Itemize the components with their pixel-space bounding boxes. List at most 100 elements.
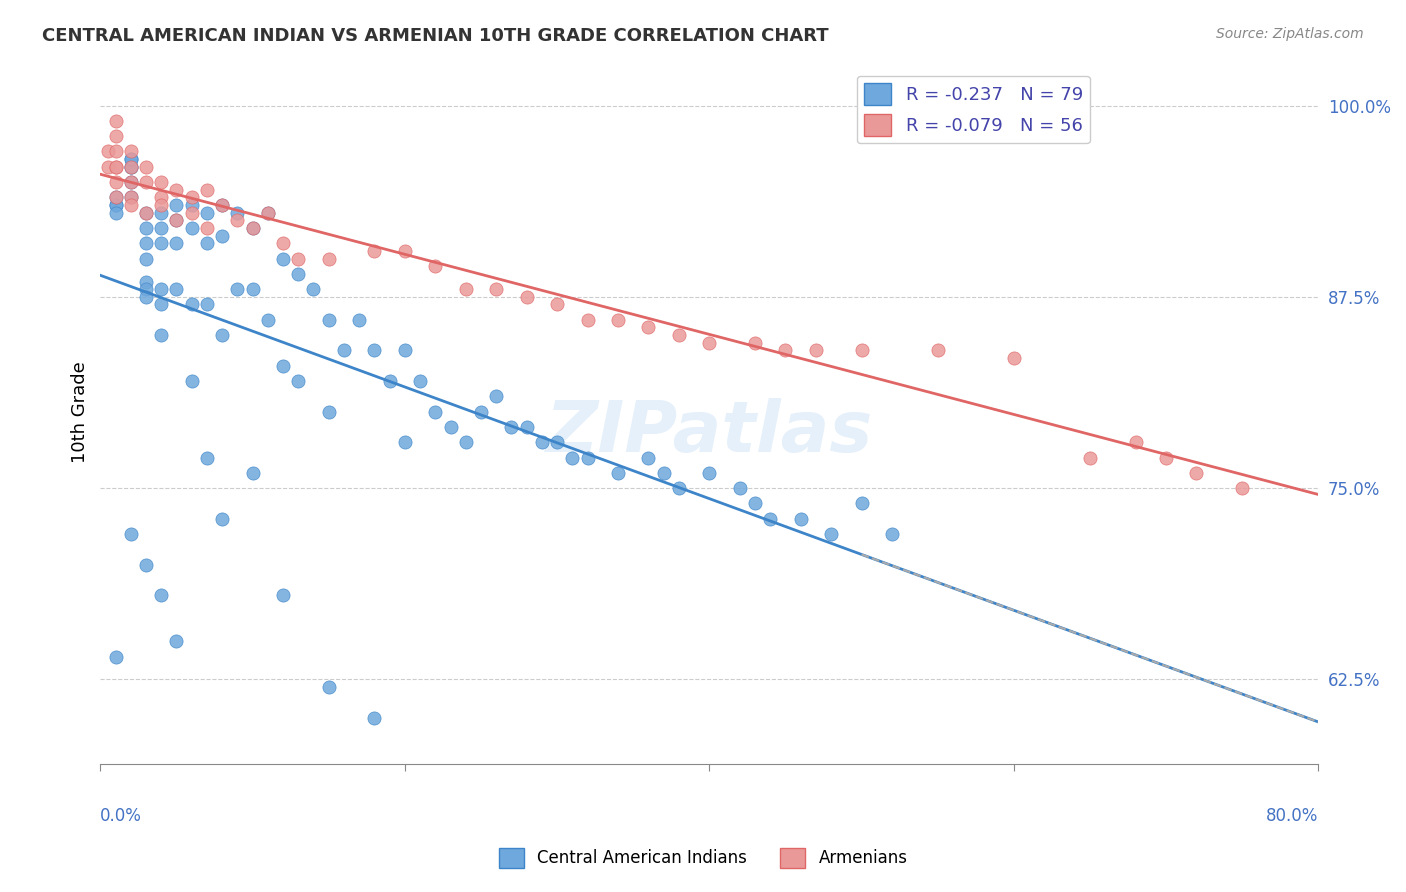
Point — [697, 466, 720, 480]
Point — [1154, 450, 1177, 465]
Point — [576, 450, 599, 465]
Point — [728, 481, 751, 495]
Point — [104, 129, 127, 144]
Point — [195, 205, 218, 219]
Point — [775, 343, 797, 358]
Point — [287, 267, 309, 281]
Point — [363, 343, 385, 358]
Point — [180, 297, 202, 311]
Legend: Central American Indians, Armenians: Central American Indians, Armenians — [492, 841, 914, 875]
Point — [804, 343, 827, 358]
Point — [150, 282, 173, 296]
Point — [135, 290, 157, 304]
Point — [211, 328, 233, 343]
Point — [485, 389, 508, 403]
Point — [166, 282, 188, 296]
Point — [744, 335, 766, 350]
Point — [242, 282, 264, 296]
Point — [1125, 435, 1147, 450]
Point — [652, 466, 675, 480]
Text: CENTRAL AMERICAN INDIAN VS ARMENIAN 10TH GRADE CORRELATION CHART: CENTRAL AMERICAN INDIAN VS ARMENIAN 10TH… — [42, 27, 828, 45]
Point — [302, 282, 325, 296]
Point — [226, 282, 249, 296]
Point — [150, 190, 173, 204]
Point — [120, 198, 142, 212]
Point — [318, 252, 340, 266]
Point — [195, 236, 218, 251]
Point — [271, 588, 294, 602]
Point — [242, 221, 264, 235]
Point — [561, 450, 583, 465]
Point — [425, 404, 447, 418]
Point — [242, 221, 264, 235]
Point — [104, 190, 127, 204]
Point — [318, 313, 340, 327]
Point — [394, 244, 416, 258]
Point — [180, 374, 202, 388]
Point — [120, 527, 142, 541]
Point — [1078, 450, 1101, 465]
Point — [135, 275, 157, 289]
Point — [104, 198, 127, 212]
Point — [104, 145, 127, 159]
Point — [820, 527, 842, 541]
Text: 80.0%: 80.0% — [1265, 806, 1319, 824]
Point — [135, 236, 157, 251]
Point — [135, 558, 157, 572]
Point — [120, 175, 142, 189]
Point — [166, 198, 188, 212]
Point — [637, 450, 659, 465]
Point — [394, 435, 416, 450]
Point — [150, 236, 173, 251]
Point — [256, 313, 278, 327]
Point — [271, 359, 294, 373]
Point — [516, 420, 538, 434]
Point — [363, 244, 385, 258]
Point — [409, 374, 432, 388]
Point — [120, 175, 142, 189]
Point — [120, 190, 142, 204]
Point — [927, 343, 949, 358]
Point — [195, 297, 218, 311]
Point — [851, 496, 873, 510]
Point — [180, 190, 202, 204]
Point — [166, 183, 188, 197]
Point — [166, 236, 188, 251]
Point — [744, 496, 766, 510]
Point — [150, 588, 173, 602]
Point — [180, 205, 202, 219]
Point — [1230, 481, 1253, 495]
Point — [211, 228, 233, 243]
Point — [607, 313, 630, 327]
Point — [104, 205, 127, 219]
Point — [97, 145, 120, 159]
Point — [668, 481, 690, 495]
Point — [150, 221, 173, 235]
Point — [150, 175, 173, 189]
Point — [287, 374, 309, 388]
Point — [195, 450, 218, 465]
Point — [271, 236, 294, 251]
Point — [668, 328, 690, 343]
Point — [501, 420, 523, 434]
Point — [120, 152, 142, 166]
Point — [120, 160, 142, 174]
Point — [759, 512, 782, 526]
Point — [256, 205, 278, 219]
Point — [120, 160, 142, 174]
Point — [394, 343, 416, 358]
Text: 0.0%: 0.0% — [100, 806, 142, 824]
Point — [150, 297, 173, 311]
Text: Source: ZipAtlas.com: Source: ZipAtlas.com — [1216, 27, 1364, 41]
Point — [530, 435, 553, 450]
Point — [135, 221, 157, 235]
Point — [104, 198, 127, 212]
Point — [318, 680, 340, 694]
Point — [166, 634, 188, 648]
Point — [439, 420, 461, 434]
Point — [104, 190, 127, 204]
Point — [789, 512, 811, 526]
Point — [104, 160, 127, 174]
Point — [697, 335, 720, 350]
Point — [347, 313, 370, 327]
